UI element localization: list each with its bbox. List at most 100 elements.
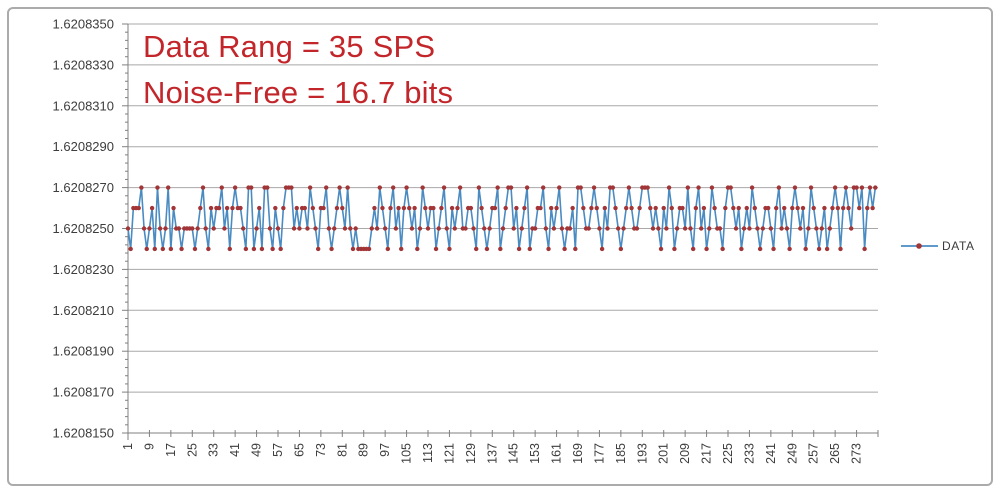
data-point-marker — [337, 185, 342, 190]
data-point-marker — [653, 205, 658, 211]
data-point-marker — [468, 205, 474, 211]
data-point-marker — [666, 185, 672, 190]
data-point-marker — [846, 205, 851, 211]
data-point-marker — [348, 226, 353, 231]
annotation-line-1: Data Rang = 35 SPS — [143, 29, 436, 64]
data-point-marker — [431, 205, 436, 211]
data-point-marker — [819, 226, 824, 231]
data-point-marker — [176, 226, 182, 231]
data-point-marker — [661, 205, 666, 211]
data-point-marker — [803, 246, 808, 252]
data-point-marker — [784, 226, 790, 231]
y-tick-label: 1.6208230 — [53, 262, 114, 277]
data-point-marker — [527, 246, 532, 252]
legend-marker-icon — [901, 243, 938, 249]
data-point-marker — [779, 226, 784, 231]
data-point-marker — [238, 205, 243, 211]
data-point-marker — [463, 226, 468, 231]
x-tick-label: 265 — [828, 443, 842, 464]
data-point-marker — [621, 226, 626, 231]
data-point-marker — [656, 226, 661, 231]
data-point-marker — [768, 226, 774, 231]
x-tick-label: 25 — [185, 443, 199, 457]
data-point-marker — [471, 226, 476, 231]
x-tick-label: 201 — [657, 443, 671, 464]
data-point-marker — [602, 205, 607, 211]
data-point-marker — [340, 205, 345, 211]
data-point-marker — [366, 246, 372, 252]
y-tick-label: 1.6208270 — [53, 180, 114, 195]
data-point-marker — [594, 205, 599, 211]
data-point-marker — [733, 226, 739, 231]
data-point-marker — [232, 185, 238, 190]
data-point-marker — [712, 205, 717, 211]
data-point-marker — [690, 246, 696, 252]
data-point-marker — [171, 205, 176, 211]
legend: DATA — [901, 239, 975, 253]
data-point-marker — [342, 226, 348, 231]
data-point-marker — [315, 246, 321, 252]
data-point-marker — [822, 205, 827, 211]
data-point-marker — [267, 226, 273, 231]
data-point-marker — [503, 205, 508, 211]
data-point-marker — [399, 246, 404, 252]
y-tick-label: 1.6208310 — [53, 98, 114, 113]
annotation-line-2: Noise-Free = 16.7 bits — [143, 75, 454, 110]
x-tick-label: 161 — [550, 443, 564, 464]
data-point-marker — [554, 205, 559, 211]
data-point-marker — [859, 185, 865, 190]
data-point-marker — [696, 185, 701, 190]
legend-series-label: DATA — [942, 239, 975, 253]
x-tick-label: 1 — [121, 443, 135, 450]
data-series-line — [127, 186, 877, 250]
data-point-marker — [830, 205, 835, 211]
data-point-marker — [511, 226, 516, 231]
data-point-marker — [457, 185, 463, 190]
y-tick-label: 1.6208210 — [53, 303, 114, 318]
data-point-marker — [436, 226, 441, 231]
x-tick-label: 49 — [250, 443, 264, 457]
data-point-marker — [824, 246, 830, 252]
data-point-marker — [492, 205, 498, 211]
x-tick-label: 153 — [528, 443, 542, 464]
data-point-marker — [157, 226, 163, 231]
data-point-marker — [629, 205, 634, 211]
data-point-marker — [795, 205, 800, 211]
data-point-marker — [396, 205, 401, 211]
data-point-marker — [739, 246, 744, 252]
data-point-marker — [401, 205, 407, 211]
data-point-marker — [195, 226, 200, 231]
data-point-marker — [752, 205, 757, 211]
data-point-marker — [508, 185, 514, 190]
data-point-marker — [152, 246, 157, 252]
data-point-marker — [227, 246, 232, 252]
x-tick-label: 145 — [507, 443, 521, 464]
data-point-marker — [634, 226, 640, 231]
data-point-marker — [755, 226, 760, 231]
data-point-marker — [160, 246, 166, 252]
data-point-marker — [294, 205, 299, 211]
data-point-marker — [765, 205, 771, 211]
data-point-marker — [618, 246, 624, 252]
data-point-marker — [243, 246, 249, 252]
data-point-marker — [867, 185, 873, 190]
data-point-marker — [538, 205, 543, 211]
data-point-marker — [591, 185, 597, 190]
data-point-marker — [546, 246, 551, 252]
data-point-marker — [168, 246, 174, 252]
data-point-marker — [787, 246, 792, 252]
data-point-marker — [433, 246, 439, 252]
data-point-marker — [685, 185, 691, 190]
x-tick-label: 65 — [292, 443, 306, 457]
data-point-marker — [731, 205, 736, 211]
data-point-marker — [275, 226, 281, 231]
data-point-marker — [369, 226, 374, 231]
x-tick-label: 217 — [700, 443, 714, 464]
data-point-marker — [297, 226, 302, 231]
x-tick-label: 193 — [635, 443, 649, 464]
data-point-marker — [393, 226, 399, 231]
data-point-marker — [444, 226, 449, 231]
data-point-marker — [862, 246, 867, 252]
data-point-marker — [141, 226, 147, 231]
data-point-marker — [305, 226, 310, 231]
